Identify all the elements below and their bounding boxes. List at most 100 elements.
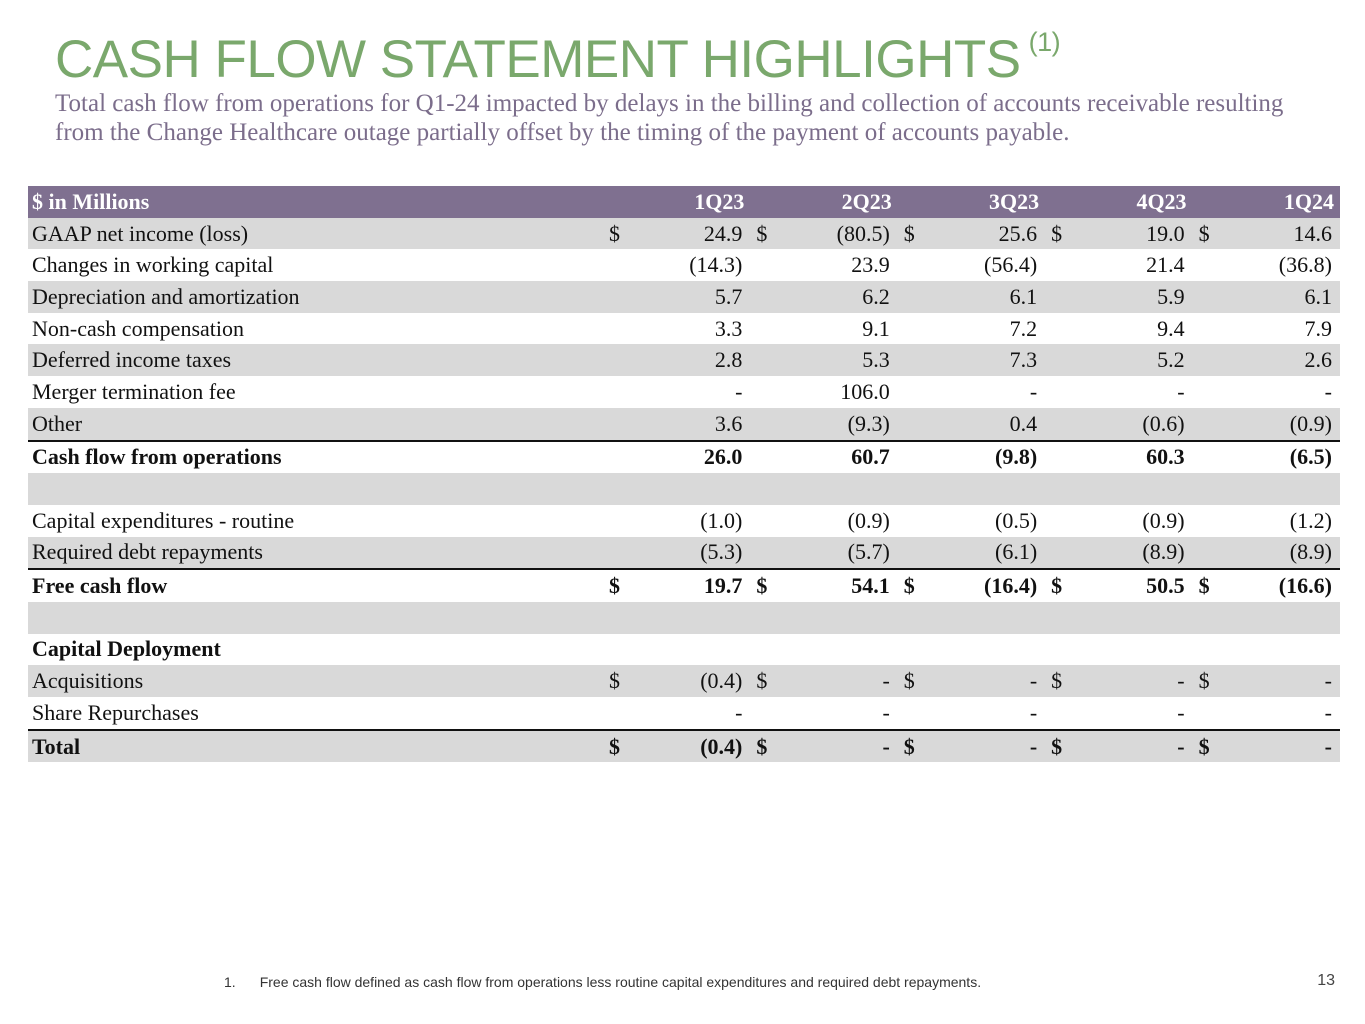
table-row: Cash flow from operations 26.0 60.7 (9.8) 60… [28, 439, 1340, 474]
value-cell: 3.6 [633, 407, 751, 441]
currency-symbol [750, 505, 780, 537]
value-cell: (0.4) [633, 665, 751, 697]
value-cell [780, 473, 898, 505]
currency-symbol: $ [603, 217, 633, 250]
currency-symbol: $ [1045, 665, 1076, 697]
currency-symbol [1192, 281, 1223, 313]
value-cell: (0.9) [847, 507, 890, 533]
currency-symbol [603, 601, 633, 634]
value-cell [1222, 601, 1340, 634]
page-number: 13 [1317, 972, 1335, 989]
value-cell: - [1029, 378, 1038, 404]
value-cell [927, 601, 1046, 634]
value-cell: - [1324, 699, 1332, 725]
currency-symbol [898, 249, 928, 281]
currency-symbol: $ [1192, 665, 1223, 697]
row-label: Cash flow from operations [28, 439, 603, 474]
currency-symbol [1045, 344, 1076, 377]
currency-symbol: $ [750, 217, 781, 250]
value-cell: 7.9 [1304, 315, 1332, 341]
currency-symbol [897, 473, 928, 505]
value-cell: - [780, 665, 898, 697]
value-cell: 2.8 [633, 344, 751, 377]
currency-symbol [1045, 473, 1076, 505]
value-cell: 19.0 [1075, 217, 1193, 250]
table-row: Free cash flow $19.7 $54.1 $ (16.4) $50.5 $ (16… [28, 568, 1340, 602]
value-cell [927, 473, 1046, 505]
value-cell: 21.4 [1146, 252, 1185, 278]
row-label [28, 601, 603, 634]
row-label: Capital expenditures - routine [32, 507, 295, 533]
row-label: Required debt repayments [28, 536, 603, 570]
currency-symbol [603, 536, 633, 570]
currency-symbol [1045, 281, 1076, 313]
value-cell: - [882, 699, 890, 725]
row-label: Changes in working capital [32, 252, 274, 278]
currency-symbol [897, 281, 928, 313]
value-cell: (16.4) [927, 568, 1046, 602]
currency-symbol [1192, 439, 1223, 474]
currency-symbol: $ [750, 568, 781, 602]
currency-symbol: $ [897, 217, 928, 250]
value-cell: - [1222, 665, 1340, 697]
value-cell: 60.7 [780, 439, 898, 474]
value-cell: (6.1) [927, 536, 1046, 570]
row-label: Free cash flow [28, 568, 603, 602]
currency-symbol [603, 344, 633, 377]
currency-symbol [603, 249, 633, 281]
value-cell: (1.0) [700, 507, 743, 533]
value-cell: 9.4 [1157, 315, 1185, 341]
value-cell: (5.7) [780, 536, 898, 570]
page-subtitle: Total cash flow from operations for Q1-2… [55, 90, 1284, 146]
currency-symbol [1193, 313, 1223, 345]
currency-symbol [750, 536, 781, 570]
currency-symbol [1045, 634, 1075, 666]
currency-symbol: $ [1192, 217, 1223, 250]
currency-symbol [1192, 407, 1223, 441]
currency-symbol [1192, 601, 1223, 634]
value-cell: (16.6) [1222, 568, 1340, 602]
value-cell: 2.6 [1222, 344, 1340, 377]
value-cell: - [1222, 728, 1340, 763]
page-title-text: CASH FLOW STATEMENT HIGHLIGHTS [55, 30, 1021, 89]
currency-symbol [1192, 344, 1223, 377]
table-header-row: $ in Millions 1Q23 2Q23 3Q23 4Q23 1Q24 [28, 186, 1340, 218]
currency-symbol: $ [897, 568, 928, 602]
value-cell [780, 601, 898, 634]
value-cell [928, 634, 1045, 666]
currency-symbol [1045, 439, 1076, 474]
value-cell: 7.2 [1009, 315, 1038, 341]
currency-symbol [1045, 407, 1076, 441]
currency-symbol: $ [603, 568, 633, 602]
value-cell: (80.5) [780, 217, 898, 250]
currency-symbol: $ [603, 665, 633, 697]
value-cell: 9.1 [862, 315, 890, 341]
currency-symbol [750, 473, 781, 505]
value-cell: 6.1 [1222, 281, 1340, 313]
currency-symbol [897, 439, 928, 474]
table-row: Non-cash compensation 3.3 9.1 7.2 9.4 7.9 [28, 313, 1340, 345]
currency-symbol [603, 439, 633, 474]
table-row: Acquisitions $ (0.4) $ - $ - $ - $ - [28, 665, 1340, 697]
value-cell: 14.6 [1222, 217, 1340, 250]
value-cell: (0.9) [1142, 507, 1185, 533]
value-cell: 3.3 [714, 315, 743, 341]
row-label: Share Repurchases [32, 699, 199, 725]
footnote-number: 1. [224, 974, 236, 990]
table-row: Capital Deployment [28, 634, 1340, 666]
table-row: GAAP net income (loss) $24.9 $ (80.5) $25.6 $… [28, 217, 1340, 250]
row-label: GAAP net income (loss) [28, 217, 603, 250]
value-cell: - [1029, 699, 1038, 725]
value-cell [1075, 473, 1193, 505]
value-cell: (0.5) [995, 507, 1038, 533]
value-cell: 24.9 [633, 217, 751, 250]
currency-symbol [1045, 313, 1075, 345]
currency-symbol [1192, 473, 1223, 505]
value-cell: - [780, 728, 898, 763]
currency-symbol [897, 407, 928, 441]
cash-flow-table-body: $ in Millions 1Q23 2Q23 3Q23 4Q23 1Q24 G… [28, 186, 1340, 763]
table-row: Total $ (0.4) $ - $ - $ - $ - [28, 728, 1340, 763]
value-cell: - [1075, 728, 1193, 763]
value-cell: 54.1 [780, 568, 898, 602]
row-label: Other [28, 407, 603, 441]
